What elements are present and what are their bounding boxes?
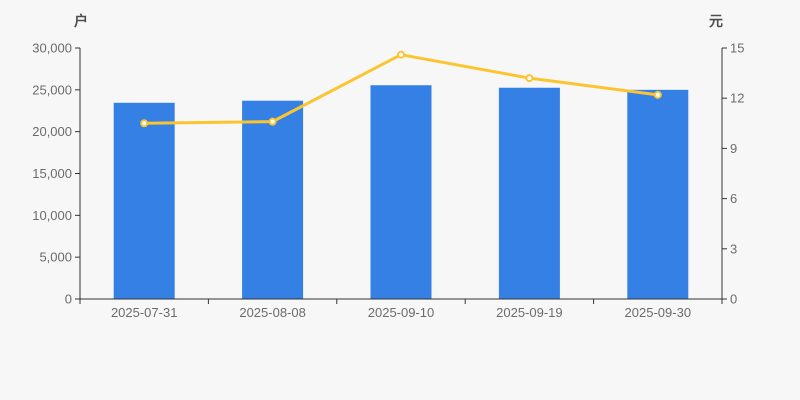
bar[interactable]: [370, 85, 432, 300]
right-axis-tick-label: 6: [730, 191, 737, 206]
bar[interactable]: [113, 102, 175, 299]
right-axis-tick-label: 9: [730, 141, 737, 156]
line-marker[interactable]: [397, 50, 405, 59]
x-axis-category-label: 2025-07-31: [111, 305, 178, 320]
x-axis-category-label: 2025-08-08: [239, 305, 306, 320]
bar[interactable]: [242, 100, 304, 300]
line-marker[interactable]: [140, 119, 149, 128]
bar[interactable]: [627, 89, 689, 299]
line-marker[interactable]: [268, 117, 277, 126]
right-axis-tick-label: 0: [730, 292, 737, 307]
left-axis-tick-label: 5,000: [39, 250, 72, 265]
left-axis-tick-label: 25,000: [32, 82, 72, 97]
left-axis-tick-label: 30,000: [32, 41, 72, 56]
x-axis-category-label: 2025-09-19: [496, 305, 563, 320]
right-axis-unit-label: 元: [709, 13, 723, 29]
left-axis-tick-label: 15,000: [32, 166, 72, 181]
left-axis-unit-label: 户: [74, 13, 88, 29]
left-axis-tick-label: 20,000: [32, 124, 72, 139]
line-marker[interactable]: [653, 90, 662, 99]
line-marker[interactable]: [525, 74, 534, 83]
bar[interactable]: [498, 87, 560, 299]
x-axis-category-label: 2025-09-30: [625, 305, 692, 320]
right-axis-tick-label: 3: [730, 241, 737, 256]
right-axis-tick-label: 12: [730, 91, 744, 106]
right-axis-tick-label: 15: [730, 41, 744, 56]
left-axis-tick-label: 10,000: [32, 208, 72, 223]
x-axis-category-label: 2025-09-10: [368, 305, 435, 320]
left-axis-tick-label: 0: [65, 292, 72, 307]
